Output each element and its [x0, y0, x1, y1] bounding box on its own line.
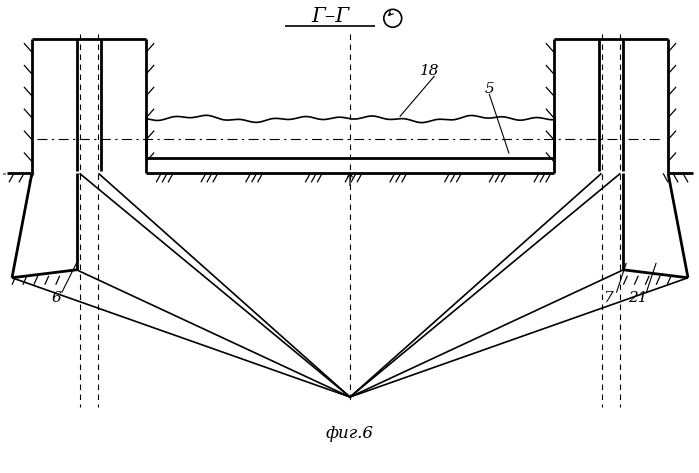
- Text: 7: 7: [604, 290, 613, 305]
- Text: 18: 18: [420, 64, 439, 78]
- Text: 6: 6: [52, 290, 62, 305]
- Text: 5: 5: [484, 82, 494, 96]
- Text: 21: 21: [628, 290, 648, 305]
- Text: фиг.6: фиг.6: [326, 425, 374, 442]
- Text: Г–Г: Г–Г: [311, 7, 350, 26]
